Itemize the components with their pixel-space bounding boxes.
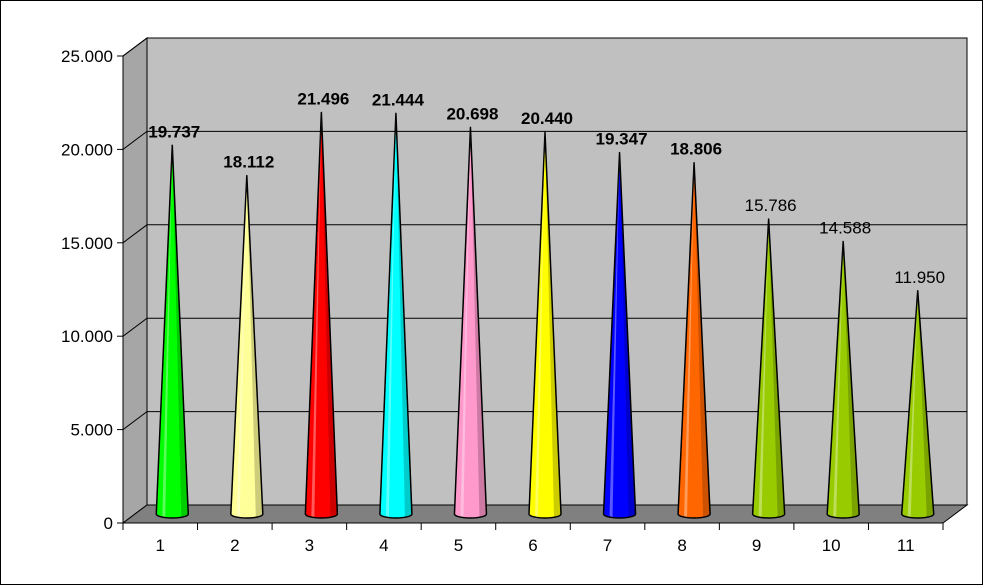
y-tick-label: 15.000 — [61, 234, 113, 253]
data-label: 19.737 — [148, 122, 200, 141]
cone-body — [751, 218, 786, 519]
y-tick-label: 20.000 — [61, 140, 113, 159]
cone-highlight — [460, 127, 471, 517]
cone-bar — [677, 161, 711, 519]
cone-body — [453, 126, 488, 519]
cone-bar — [230, 174, 264, 519]
cone-bar — [304, 111, 339, 519]
data-label: 19.347 — [596, 130, 648, 149]
x-tick-label: 9 — [752, 536, 761, 555]
x-tick-label: 1 — [156, 536, 165, 555]
cone-shade — [768, 219, 785, 517]
side-wall — [122, 37, 148, 524]
axes — [117, 55, 944, 530]
x-tick-label: 6 — [528, 536, 537, 555]
cone-highlight — [833, 241, 844, 517]
cone-bar — [826, 240, 860, 519]
y-axis-tick-labels: 0 5.000 10.000 15.000 20.000 25.000 — [61, 47, 113, 533]
y-tick-label: 5.000 — [70, 421, 113, 440]
cone-shade — [843, 241, 860, 517]
data-labels: 19.737 18.112 21.496 21.444 20.698 20.440 19.3… — [148, 89, 945, 286]
cone-series — [155, 111, 935, 519]
cone-shade — [172, 145, 189, 517]
data-label: 21.444 — [372, 90, 425, 109]
cone-body — [155, 144, 190, 519]
data-label: 20.698 — [446, 104, 498, 123]
data-label: 11.950 — [894, 268, 945, 287]
data-label: 21.496 — [297, 89, 349, 108]
data-label: 18.112 — [223, 153, 274, 172]
cone-bar — [528, 131, 562, 519]
gridline — [122, 130, 967, 150]
gridline — [122, 37, 967, 57]
x-axis-tick-labels: 1 2 3 4 5 6 7 8 9 10 11 — [156, 536, 915, 555]
cone-shade — [246, 175, 263, 517]
cone-shade — [395, 113, 412, 517]
x-tick-label: 7 — [603, 536, 612, 555]
cone-body — [677, 161, 711, 519]
data-label: 14.588 — [819, 218, 871, 237]
data-label: 18.806 — [670, 140, 722, 159]
cone-bar — [155, 144, 190, 519]
cone-highlight — [311, 112, 322, 518]
y-tick-label: 0 — [104, 514, 113, 533]
x-tick-label: 2 — [230, 536, 239, 555]
cone-highlight — [684, 162, 695, 517]
cone-body — [900, 290, 935, 519]
cone-bar — [602, 151, 637, 519]
y-tick-label: 25.000 — [61, 47, 113, 66]
cone-bar — [751, 218, 786, 519]
x-tick-label: 3 — [305, 536, 314, 555]
y-tick-label: 10.000 — [61, 327, 113, 346]
cone-body — [379, 112, 413, 519]
cone-shade — [619, 152, 636, 518]
cone-bar — [379, 112, 413, 519]
cone-shade — [694, 162, 711, 517]
cone-body — [826, 240, 860, 519]
cone-highlight — [236, 175, 247, 517]
x-tick-label: 4 — [379, 536, 388, 555]
cone-highlight — [758, 219, 769, 517]
cone-highlight — [609, 152, 620, 518]
x-tick-label: 10 — [822, 536, 841, 555]
data-label: 15.786 — [745, 196, 797, 215]
x-tick-label: 8 — [677, 536, 686, 555]
cone-highlight — [907, 290, 918, 517]
cone-highlight — [162, 145, 173, 517]
cone-body — [602, 151, 637, 519]
cone-shade — [917, 290, 934, 517]
cone-bar — [900, 290, 935, 519]
cone-highlight — [535, 132, 545, 518]
cone-body — [528, 131, 562, 519]
x-tick-label: 5 — [454, 536, 463, 555]
cone-shade — [545, 132, 561, 518]
cone-shade — [321, 112, 338, 518]
x-tick-label: 11 — [897, 536, 915, 555]
cone-highlight — [385, 113, 396, 517]
cone-shade — [470, 127, 487, 517]
cone-body — [230, 174, 264, 519]
cone-bar — [453, 126, 488, 519]
data-label: 20.440 — [521, 109, 573, 128]
cone-body — [304, 111, 339, 519]
